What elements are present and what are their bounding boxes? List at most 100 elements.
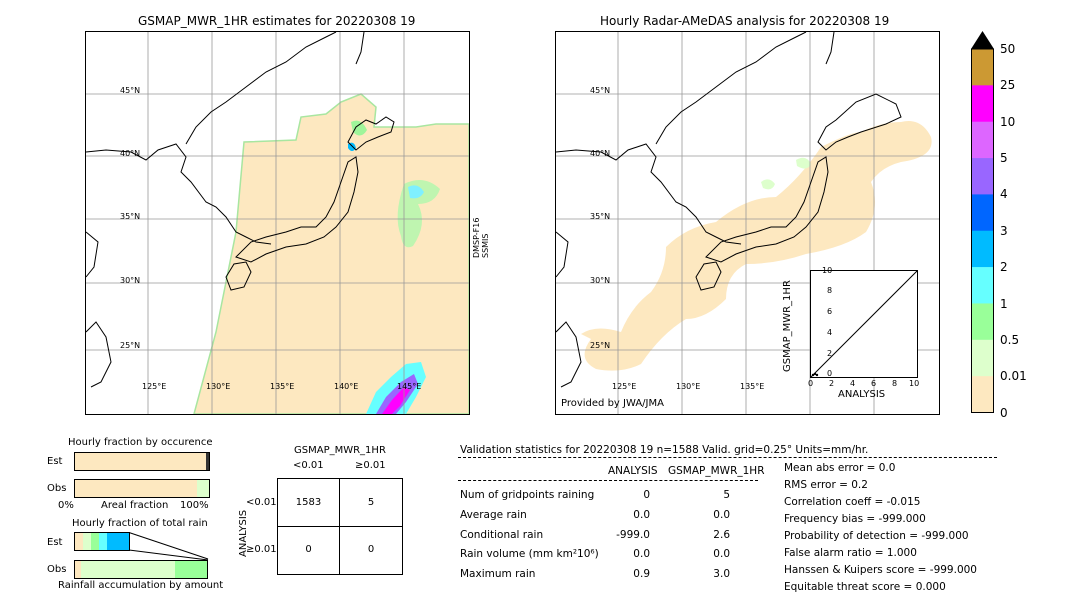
- occurrence-obs-bar: [74, 479, 210, 498]
- right-lon-label-125: 125°E: [612, 382, 637, 391]
- validation-col-gsmap: GSMAP_MWR_1HR: [668, 465, 765, 477]
- validation-header: Validation statistics for 20220308 19 n=…: [460, 444, 869, 456]
- validation-row-analysis: 0.0: [633, 509, 650, 521]
- contingency-table: 1583 5 0 0: [277, 478, 403, 575]
- colorbar: [971, 31, 994, 413]
- occurrence-axis-right: 100%: [180, 500, 209, 511]
- inset-xtick-2: 2: [829, 379, 835, 388]
- left-lat-label-35: 35°N: [120, 212, 141, 221]
- inset-ytick-6: 6: [827, 307, 833, 316]
- contingency-cell-fn: 0: [305, 544, 312, 555]
- validation-row-label: Average rain: [460, 509, 527, 521]
- colorbar-segment: [971, 376, 994, 413]
- right-lat-label-30: 30°N: [590, 276, 611, 285]
- colorbar-segment: [971, 85, 994, 122]
- right-rain-area: [581, 121, 932, 371]
- colorbar-tick-label: 50: [1000, 42, 1016, 56]
- score-correlation: Correlation coeff = -0.015: [784, 496, 921, 508]
- colorbar-segment: [971, 49, 994, 86]
- left-lon-label-140: 140°E: [334, 382, 359, 391]
- contingency-cell-tn: 1583: [295, 497, 322, 508]
- total-rain-obs-seg: [175, 561, 207, 578]
- right-lat-label-45: 45°N: [590, 86, 611, 95]
- inset-ytick-4: 4: [827, 328, 833, 337]
- contingency-col-lt: <0.01: [293, 460, 324, 471]
- colorbar-segment: [971, 339, 994, 377]
- colorbar-canvas: [971, 31, 994, 413]
- score-frequency-bias: Frequency bias = -999.000: [784, 513, 926, 525]
- right-map-credit: Provided by JWA/JMA: [561, 398, 664, 409]
- occurrence-title: Hourly fraction by occurence: [68, 437, 213, 448]
- right-lon-label-130: 130°E: [676, 382, 701, 391]
- inset-ytick-0: 0: [827, 369, 833, 378]
- validation-subdivider: [458, 480, 758, 481]
- total-rain-title: Hourly fraction of total rain: [72, 518, 208, 529]
- validation-row-label: Conditional rain: [460, 529, 544, 541]
- right-lat-label-35: 35°N: [590, 212, 611, 221]
- inset-xtick-10: 10: [909, 379, 920, 388]
- scatter-point: [815, 373, 819, 377]
- total-rain-est-seg: [75, 533, 83, 550]
- right-lat-label-25: 25°N: [590, 341, 611, 350]
- inset-xtick-6: 6: [871, 379, 877, 388]
- colorbar-tick-label: 10: [1000, 114, 1016, 129]
- score-ets: Equitable threat score = 0.000: [784, 581, 946, 593]
- left-rain-patch-light: [397, 180, 440, 248]
- scatter-point: [813, 372, 817, 376]
- left-rain-area: [193, 93, 469, 414]
- contingency-row-lt: <0.01: [246, 497, 277, 508]
- left-lon-label-125: 125°E: [142, 382, 167, 391]
- total-rain-est-label: Est: [47, 537, 63, 548]
- colorbar-tick-label: 25: [1000, 78, 1016, 93]
- scatter-point: [811, 373, 815, 377]
- validation-row-gsmap: 3.0: [713, 568, 730, 580]
- validation-row-gsmap: 2.6: [713, 529, 730, 541]
- validation-row-gsmap: 0.0: [713, 509, 730, 521]
- colorbar-tick-label: 1: [1000, 296, 1008, 311]
- colorbar-tick-label: 5: [1000, 151, 1008, 166]
- left-rain-patch-cyan: [408, 185, 424, 199]
- right-lon-label-135: 135°E: [740, 382, 765, 391]
- inset-ytick-10: 10: [822, 266, 833, 275]
- colorbar-tick-label: 2: [1000, 260, 1008, 275]
- scatter-diagonal: [810, 270, 918, 378]
- right-lat-label-40: 40°N: [590, 149, 611, 158]
- right-map[interactable]: 45°N 40°N 35°N 30°N 25°N 125°E 130°E 135…: [555, 31, 940, 415]
- total-rain-est-seg: [99, 533, 107, 550]
- inset-xtick-0: 0: [808, 379, 814, 388]
- left-lat-label-40: 40°N: [120, 149, 141, 158]
- colorbar-tick-label: 0: [1000, 405, 1008, 420]
- occurrence-est-label: Est: [47, 456, 63, 467]
- occurrence-est-tail: [206, 453, 209, 470]
- validation-row-gsmap: 5: [723, 489, 730, 501]
- contingency-row-ge: ≥0.01: [246, 544, 277, 555]
- colorbar-tick-label: 0.5: [1000, 332, 1020, 347]
- score-far: False alarm ratio = 1.000: [784, 547, 917, 559]
- validation-row-label: Num of gridpoints raining: [460, 489, 595, 501]
- left-lat-label-45: 45°N: [120, 86, 141, 95]
- total-rain-est-seg: [107, 533, 129, 550]
- colorbar-tick-label: 0.01: [1000, 369, 1027, 384]
- left-rain-patch-blue: [348, 142, 356, 151]
- left-map-sensor-label: DMSP-F16 SSMIS: [472, 217, 490, 258]
- validation-divider: [458, 457, 997, 458]
- left-lat-label-30: 30°N: [120, 276, 141, 285]
- validation-row-analysis: 0: [643, 489, 650, 501]
- validation-col-analysis: ANALYSIS: [608, 465, 658, 477]
- occurrence-axis-mid: Areal fraction: [101, 500, 169, 511]
- validation-row-analysis: 0.9: [633, 568, 650, 580]
- scatter-inset[interactable]: [810, 270, 918, 378]
- contingency-cell-fp: 5: [367, 497, 375, 508]
- left-map[interactable]: 45°N 40°N 35°N 30°N 25°N 125°E 130°E 135…: [85, 31, 470, 415]
- total-rain-obs-frame: [74, 560, 208, 579]
- left-map-title: GSMAP_MWR_1HR estimates for 20220308 19: [138, 14, 416, 28]
- colorbar-tick-label: 4: [1000, 187, 1008, 202]
- occurrence-axis-left: 0%: [58, 500, 74, 511]
- total-rain-obs-seg: [75, 561, 81, 578]
- total-rain-link: [128, 532, 209, 560]
- inset-ytick-2: 2: [827, 349, 833, 358]
- right-map-title: Hourly Radar-AMeDAS analysis for 2022030…: [600, 14, 890, 28]
- colorbar-frame: [971, 48, 994, 413]
- score-mae: Mean abs error = 0.0: [784, 462, 896, 474]
- total-rain-link: [128, 549, 209, 561]
